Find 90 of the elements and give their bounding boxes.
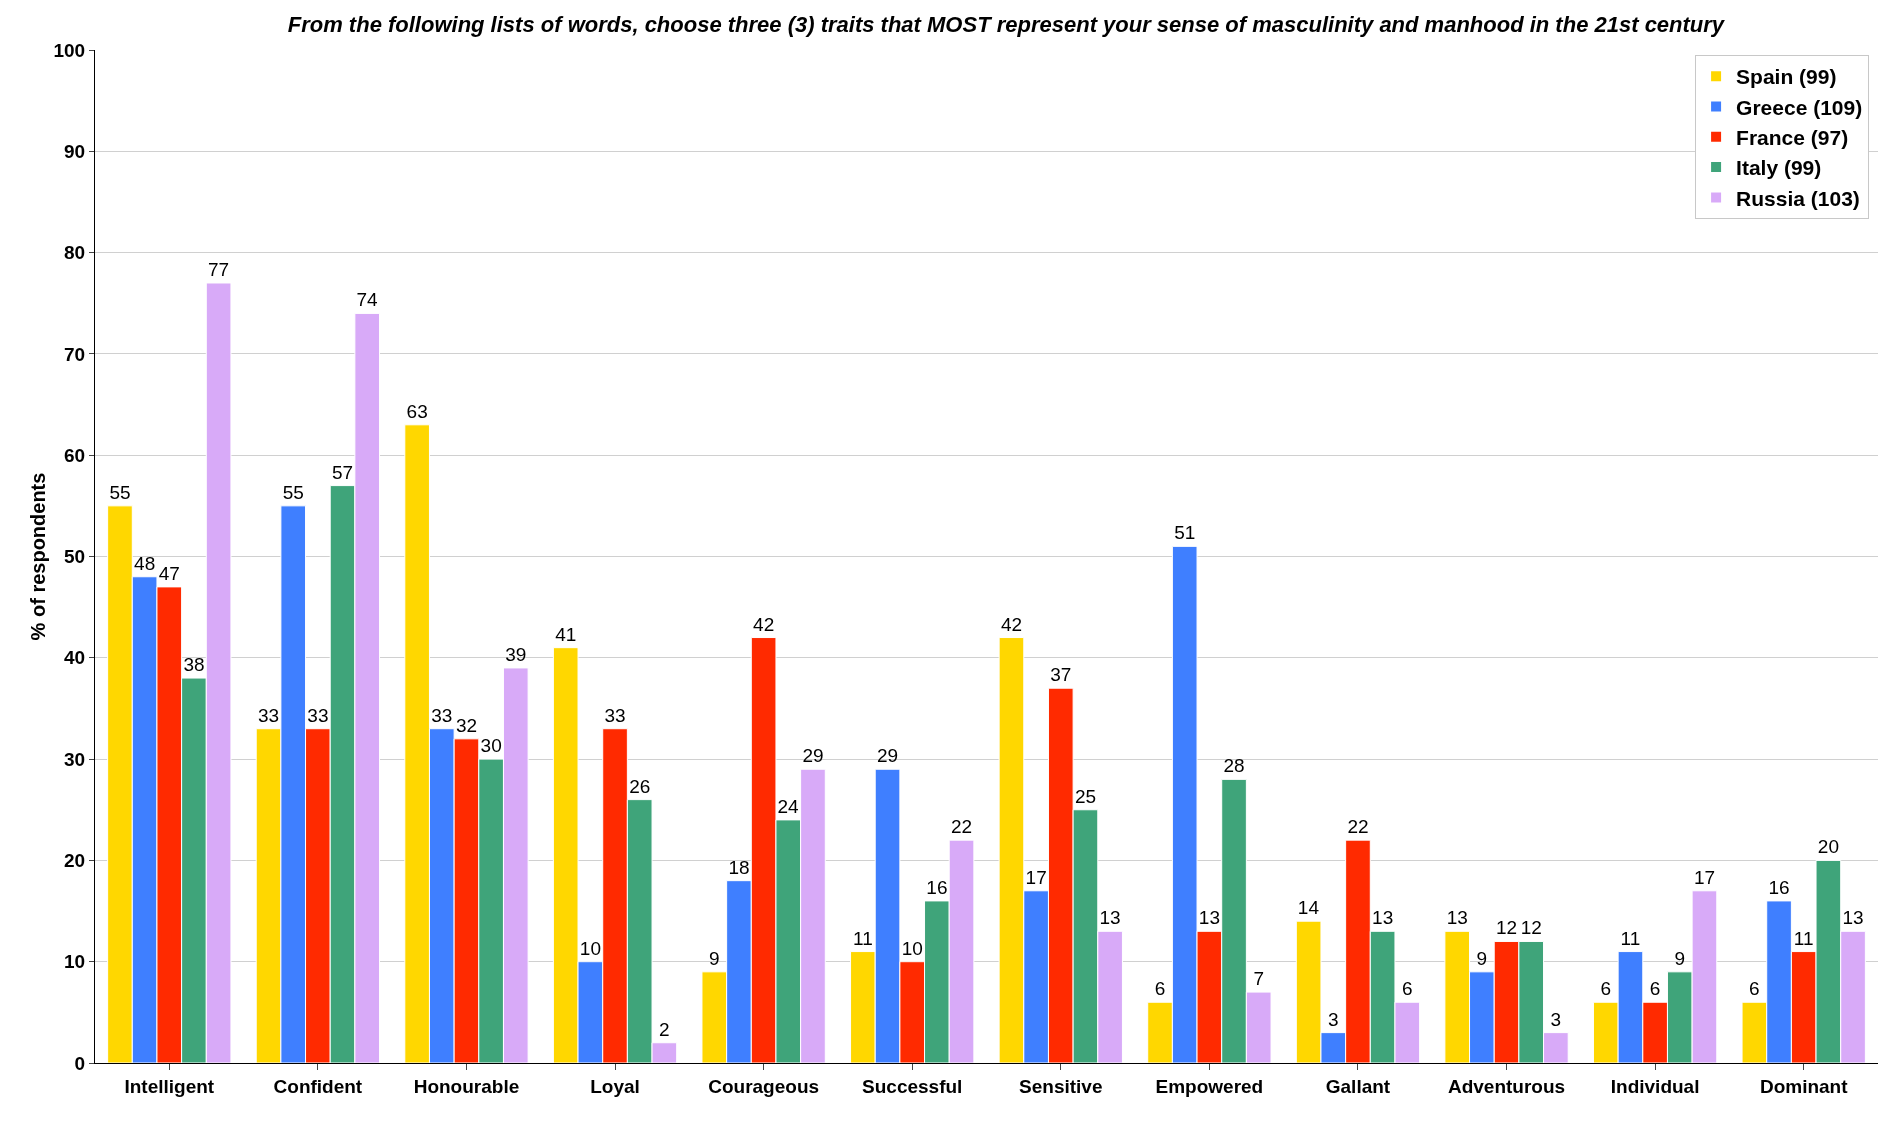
x-tick-label: Dominant xyxy=(1759,1075,1849,1097)
data-label: 39 xyxy=(505,643,527,665)
data-label: 74 xyxy=(356,289,378,311)
x-tick-label: Successful xyxy=(862,1075,963,1097)
data-label: 20 xyxy=(1817,836,1839,858)
data-label: 17 xyxy=(1025,866,1047,888)
data-label: 48 xyxy=(134,552,156,574)
data-label: 42 xyxy=(753,613,775,635)
x-tick-label: Loyal xyxy=(590,1075,640,1097)
data-label: 55 xyxy=(282,481,304,503)
y-tick-label: 30 xyxy=(64,748,86,770)
data-label: 9 xyxy=(1476,947,1488,969)
x-tick-label: Intelligent xyxy=(124,1075,215,1097)
x-tick-label: Adventurous xyxy=(1447,1075,1566,1097)
y-tick-label: 60 xyxy=(64,444,86,466)
data-label: 13 xyxy=(1099,907,1121,929)
data-label: 6 xyxy=(1749,978,1760,1000)
y-tick-label: 0 xyxy=(74,1052,86,1074)
y-tick-label: 70 xyxy=(64,343,86,365)
x-tick-label: Confident xyxy=(273,1075,363,1097)
y-tick-label: 50 xyxy=(64,546,86,568)
data-label: 55 xyxy=(109,481,131,503)
data-label: 22 xyxy=(950,816,973,838)
data-label: 16 xyxy=(1768,876,1790,898)
data-label: 12 xyxy=(1520,917,1542,939)
data-label: 9 xyxy=(709,947,720,969)
data-label: 7 xyxy=(1253,968,1264,990)
x-tick-label: Honourable xyxy=(413,1075,520,1097)
chart-title: From the following lists of words, choose three (3) traits that MOST represent your sense of masculinity and manhood in the 21st century xyxy=(287,12,1726,38)
data-label: 13 xyxy=(1842,907,1864,929)
data-label: 33 xyxy=(257,704,280,726)
data-label: 22 xyxy=(1347,816,1369,838)
y-tick-label: 10 xyxy=(64,951,86,973)
data-label: 6 xyxy=(1649,978,1661,1000)
data-label: 33 xyxy=(307,704,329,726)
data-label: 12 xyxy=(1495,917,1518,939)
legend-label: France (97) xyxy=(1736,126,1849,150)
data-label: 63 xyxy=(406,400,428,422)
data-label: 33 xyxy=(604,704,626,726)
data-label: 11 xyxy=(853,927,873,949)
data-label: 77 xyxy=(208,258,230,280)
data-label: 16 xyxy=(926,876,948,898)
y-tick-label: 80 xyxy=(64,242,86,264)
legend-label: Greece (109) xyxy=(1736,95,1863,119)
data-label: 24 xyxy=(777,795,800,817)
data-label: 2 xyxy=(659,1018,670,1040)
data-label: 6 xyxy=(1402,978,1413,1000)
data-label: 10 xyxy=(579,937,601,959)
data-label: 3 xyxy=(1328,1008,1339,1030)
data-label: 13 xyxy=(1198,907,1220,929)
data-label: 14 xyxy=(1297,897,1320,919)
data-label: 17 xyxy=(1693,866,1716,888)
y-tick-label: 100 xyxy=(53,39,86,61)
data-label: 29 xyxy=(802,745,824,767)
x-tick-label: Gallant xyxy=(1325,1075,1391,1097)
data-label: 37 xyxy=(1050,664,1072,686)
legend-label: Spain (99) xyxy=(1736,65,1837,89)
data-label: 38 xyxy=(183,654,205,676)
data-label: 11 xyxy=(1793,927,1814,949)
legend-label: Italy (99) xyxy=(1736,156,1822,180)
data-label: 28 xyxy=(1223,755,1245,777)
data-label: 47 xyxy=(158,562,180,584)
data-label: 51 xyxy=(1174,522,1196,544)
data-label: 13 xyxy=(1372,907,1394,929)
y-tick-label: 20 xyxy=(64,850,86,872)
data-label: 41 xyxy=(555,623,577,645)
data-label: 29 xyxy=(876,745,899,767)
x-tick-label: Courageous xyxy=(708,1075,820,1097)
data-label: 33 xyxy=(431,704,453,726)
data-label: 32 xyxy=(455,714,478,736)
x-tick-label: Sensitive xyxy=(1019,1075,1103,1097)
x-tick-label: Individual xyxy=(1610,1075,1700,1097)
data-label: 6 xyxy=(1154,978,1166,1000)
data-label: 57 xyxy=(331,461,354,483)
data-label: 10 xyxy=(901,937,923,959)
y-tick-label: 40 xyxy=(64,647,86,669)
data-label: 6 xyxy=(1600,978,1612,1000)
data-label: 3 xyxy=(1550,1008,1562,1030)
data-label: 42 xyxy=(1000,613,1023,635)
data-label: 25 xyxy=(1074,785,1097,807)
data-label: 9 xyxy=(1674,947,1686,969)
y-axis-title: % of respondents xyxy=(27,472,49,641)
data-label: 13 xyxy=(1446,907,1468,929)
data-label: 30 xyxy=(480,735,502,757)
data-label: 11 xyxy=(1620,927,1641,949)
data-label: 26 xyxy=(629,775,651,797)
x-tick-label: Empowered xyxy=(1155,1075,1264,1097)
legend-label: Russia (103) xyxy=(1736,186,1860,210)
data-label: 18 xyxy=(728,856,750,878)
y-tick-label: 90 xyxy=(64,140,86,162)
